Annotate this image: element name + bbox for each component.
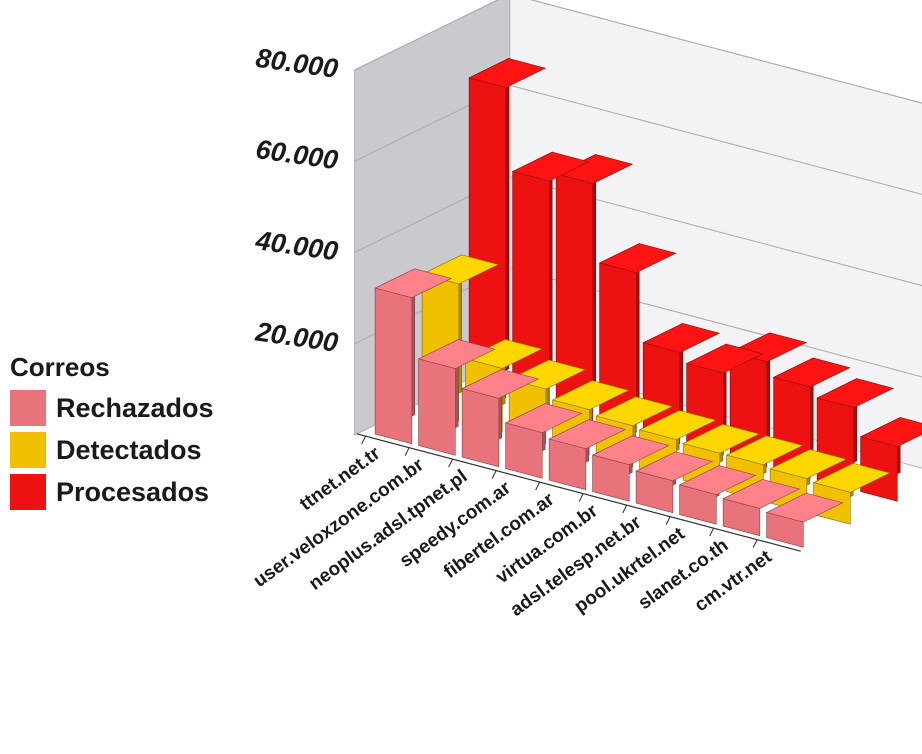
legend-item-detectados: Detectados: [10, 429, 310, 471]
bar-rechazados-9: [765, 492, 844, 548]
bar-rechazados-7: [678, 465, 757, 525]
legend-item-rechazados: Rechazados: [10, 387, 310, 429]
bar-rechazados-1: [417, 339, 496, 456]
y-tick-label: 60.000: [254, 134, 340, 175]
x-tick: [361, 435, 367, 445]
bar-rechazados-5: [591, 435, 670, 502]
bar-rechazados-2: [461, 368, 540, 468]
legend-swatch-detectados: [10, 432, 46, 468]
legend-label-rechazados: Rechazados: [56, 392, 214, 423]
bar-procesados-0: [468, 58, 547, 399]
y-tick-label: 80.000: [254, 43, 340, 84]
x-tick: [709, 527, 715, 537]
legend-label-detectados: Detectados: [56, 434, 202, 465]
legend-swatch-rechazados: [10, 390, 46, 426]
x-tick: [578, 493, 584, 502]
x-tick: [665, 516, 671, 525]
legend-swatch-procesados: [10, 474, 46, 510]
legend-item-procesados: Procesados: [10, 471, 310, 513]
legend-title: Correos: [10, 352, 110, 382]
x-tick: [535, 481, 541, 491]
x-tick: [622, 504, 628, 514]
bar-rechazados-3: [504, 403, 583, 479]
x-axis-line: [356, 433, 801, 552]
gridline: [354, 0, 922, 104]
x-tick: [448, 458, 454, 468]
x-tick: [404, 447, 410, 456]
bar-rechazados-8: [722, 478, 801, 537]
bar-procesados-2: [555, 154, 634, 422]
x-tick: [752, 539, 758, 548]
x-tick: [491, 470, 497, 479]
bar-rechazados-6: [635, 451, 714, 514]
bar-rechazados-0: [374, 268, 453, 445]
bar-rechazados-4: [548, 419, 627, 491]
y-tick-label: 40.000: [253, 225, 340, 266]
gridline: [354, 176, 922, 287]
legend: Correos Rechazados Detectados Procesados: [10, 352, 310, 513]
legend-label-procesados: Procesados: [56, 476, 210, 507]
bars: [374, 58, 922, 548]
